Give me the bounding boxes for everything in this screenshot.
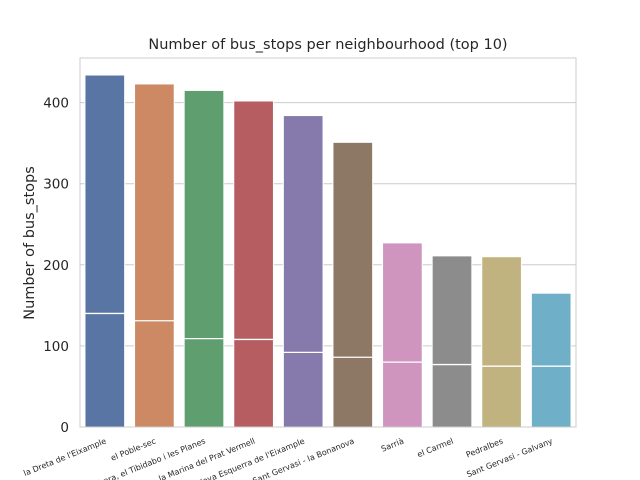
- bar: [84, 74, 126, 428]
- y-tick-label: 200: [43, 258, 69, 274]
- y-axis-label: Number of bus_stops: [22, 166, 38, 320]
- bar: [233, 100, 274, 428]
- bar: [183, 89, 225, 428]
- bar: [282, 115, 324, 428]
- plot-frame: [79, 57, 577, 428]
- x-tick-label: Sant Gervasi - Galvany: [465, 436, 554, 479]
- bar: [431, 255, 473, 428]
- bar: [481, 256, 522, 428]
- bars: [84, 74, 572, 428]
- x-tick-label: la Dreta de l'Eixample: [22, 436, 107, 477]
- bar: [134, 83, 175, 428]
- y-ticks: 0 100 200 300 400: [43, 96, 69, 436]
- x-ticks: la Dreta de l'Eixample el Poble-secVallvi…: [22, 436, 554, 480]
- chart-title: Number of bus_stops per neighbourhood (t…: [148, 37, 507, 53]
- x-tick-label: Pedralbes: [465, 437, 505, 460]
- y-tick-label: 0: [60, 420, 69, 436]
- y-tick-label: 400: [43, 96, 69, 112]
- x-tick-label: el Carmel: [416, 437, 455, 460]
- bar: [530, 292, 572, 428]
- y-tick-label: 100: [43, 339, 69, 355]
- x-tick-label: Sarrià: [380, 436, 405, 453]
- bar: [332, 141, 374, 428]
- bar: [382, 242, 423, 428]
- y-tick-label: 300: [43, 177, 69, 193]
